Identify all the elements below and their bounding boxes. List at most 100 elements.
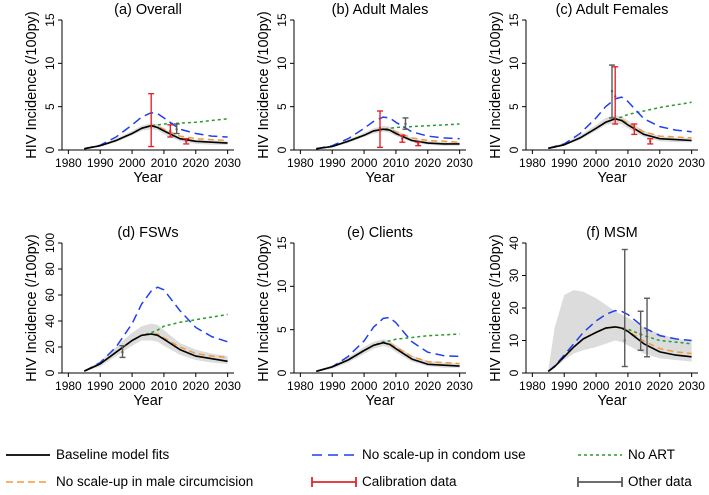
- x-tick-label: 2010: [151, 379, 178, 393]
- x-tick-label: 1980: [287, 156, 314, 170]
- series-line-condom: [83, 286, 228, 372]
- legend-item: No scale-up in male circumcision: [6, 474, 253, 489]
- legend: Baseline model fits No scale-up in condom…: [6, 447, 692, 489]
- y-tick-label: 30: [507, 269, 521, 283]
- series-line-condom: [84, 111, 228, 150]
- x-tick-label: 2000: [119, 156, 146, 170]
- x-tick-label: 2020: [414, 379, 441, 393]
- y-tick-label: 0: [507, 369, 521, 376]
- calibration-errorbar-point: [633, 128, 636, 131]
- y-tick-label: 15: [275, 13, 289, 27]
- panel-3: 1980 1990 2000 2010 2020 2030 0 5 10 15 (c) Adult …: [488, 2, 705, 186]
- panel-title: (b) Adult Males: [332, 2, 429, 18]
- x-tick-label: 2030: [446, 156, 473, 170]
- legend-label: No ART: [628, 447, 675, 462]
- y-tick-label: 0: [43, 369, 57, 376]
- y-tick-label: 15: [507, 13, 521, 27]
- x-tick-label: 1990: [87, 156, 114, 170]
- x-tick-label: 2020: [646, 156, 673, 170]
- series-line-condom: [547, 309, 692, 372]
- series-line-baseline: [547, 326, 692, 373]
- y-axis-label: HIV Incidence (/100py): [256, 11, 272, 159]
- y-tick-label: 40: [43, 314, 57, 328]
- y-axis-label: HIV Incidence (/100py): [256, 234, 272, 382]
- other-data-errorbar: [637, 310, 644, 351]
- calibration-errorbar-point: [169, 129, 172, 133]
- other-data-errorbar-point: [639, 332, 642, 336]
- calibration-errorbar: [647, 138, 654, 145]
- series-line-condom: [548, 96, 692, 150]
- uncertainty-band: [316, 339, 460, 373]
- legend-item: No ART: [578, 447, 675, 462]
- calibration-errorbar-point: [378, 127, 382, 130]
- calibration-errorbar: [167, 124, 174, 138]
- y-tick-label: 5: [43, 103, 57, 110]
- other-data-errorbar-point: [623, 339, 626, 342]
- x-tick-label: 1980: [519, 156, 546, 170]
- calibration-errorbar-point: [649, 140, 652, 143]
- y-tick-label: 0: [275, 369, 289, 376]
- panel-1: 1980 1990 2000 2010 2020 2030 0 5 10 15 (a) Overal…: [24, 2, 241, 186]
- other-data-errorbar: [173, 123, 180, 135]
- calibration-errorbar-point: [417, 142, 420, 146]
- calibration-errorbar: [377, 110, 383, 149]
- x-tick-label: 2020: [182, 156, 209, 170]
- legend-label: No scale-up in condom use: [362, 447, 526, 462]
- calibration-errorbar: [612, 66, 619, 125]
- series-line-baseline: [84, 124, 228, 150]
- y-tick-label: 5: [275, 326, 289, 333]
- series-line-no-art: [547, 326, 692, 372]
- x-tick-label: 2010: [383, 379, 410, 393]
- x-tick-label: 2010: [615, 156, 642, 170]
- legend-item: Baseline model fits: [6, 447, 170, 462]
- x-tick-label: 2000: [583, 156, 610, 170]
- uncertainty-band: [84, 323, 228, 372]
- y-tick-label: 10: [507, 334, 521, 348]
- other-data-errorbar-point: [404, 122, 407, 126]
- calibration-errorbar: [148, 92, 155, 148]
- other-data-errorbar-point: [121, 351, 124, 354]
- legend-label: No scale-up in male circumcision: [56, 474, 253, 489]
- y-tick-label: 20: [43, 340, 57, 354]
- series-line-baseline: [548, 118, 692, 150]
- other-data-errorbar: [609, 64, 615, 119]
- other-data-errorbar: [644, 297, 651, 358]
- panel-title: (e) Clients: [347, 225, 413, 241]
- series-line-condom: [316, 316, 460, 373]
- series-line-baseline: [83, 333, 228, 372]
- y-tick-label: 0: [275, 146, 289, 153]
- calibration-errorbar: [399, 134, 406, 143]
- legend-label: Other data: [628, 474, 692, 489]
- y-tick-label: 5: [507, 103, 521, 110]
- x-tick-label: 2020: [646, 379, 673, 393]
- panel-4: 1980 1990 2000 2010 2020 2030 0 20 40 60 80 100 (d) …: [24, 225, 241, 409]
- x-tick-label: 2030: [678, 156, 705, 170]
- x-tick-label: 1990: [551, 156, 578, 170]
- panel-2: 1980 1990 2000 2010 2020 2030 0 5 10 15 (b) Adult …: [256, 2, 473, 186]
- calibration-errorbar-point: [401, 137, 404, 140]
- calibration-errorbar-point: [185, 140, 188, 143]
- x-tick-label: 2000: [351, 156, 378, 170]
- legend-label: Calibration data: [362, 474, 457, 489]
- y-axis-label: HIV Incidence (/100py): [24, 11, 40, 159]
- x-tick-label: 1990: [319, 156, 346, 170]
- y-axis-label: HIV Incidence (/100py): [488, 11, 504, 159]
- y-tick-label: 20: [507, 301, 521, 315]
- x-tick-label: 2020: [414, 156, 441, 170]
- panel-5: 1980 1990 2000 2010 2020 2030 0 5 10 15 (e) Client…: [256, 225, 473, 409]
- series-line-condom: [316, 116, 460, 150]
- x-axis-label: Year: [597, 393, 626, 409]
- x-tick-label: 2010: [383, 156, 410, 170]
- y-tick-label: 60: [43, 288, 57, 302]
- x-axis-label: Year: [365, 170, 394, 186]
- other-data-errorbar-point: [610, 89, 614, 93]
- y-tick-label: 100: [43, 233, 57, 253]
- y-tick-label: 5: [275, 103, 289, 110]
- panel-title: (d) FSWs: [117, 225, 178, 241]
- x-tick-label: 1980: [55, 379, 82, 393]
- calibration-errorbar: [183, 138, 190, 145]
- calibration-errorbar: [415, 141, 422, 147]
- x-tick-label: 2020: [182, 379, 209, 393]
